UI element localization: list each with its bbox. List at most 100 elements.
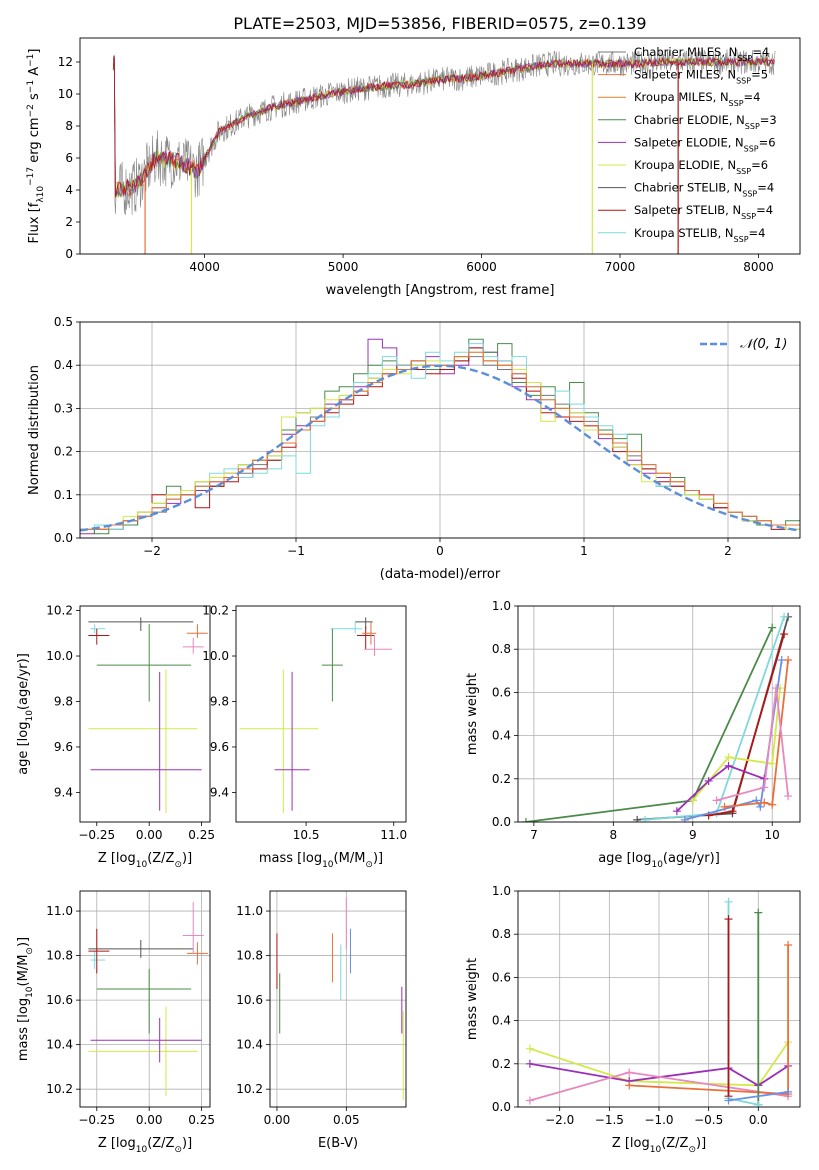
label-part: )] [16, 937, 31, 947]
plus-marker [724, 1096, 733, 1105]
legend-sub: SSP [737, 54, 752, 63]
x-axis-label: E(B-V) [318, 1136, 358, 1151]
y-tick-label: 6 [65, 151, 73, 165]
y-tick-label: 9.8 [210, 694, 229, 708]
plus-marker [784, 656, 793, 664]
plus-marker [525, 1059, 534, 1068]
label-part: −2 [26, 104, 36, 117]
plus-marker [760, 798, 769, 807]
y-axis-label: Flux [fλ10−17 erg cm−2 s−1 A−1] [26, 49, 46, 244]
plus-marker [525, 1096, 534, 1105]
grid-lines [80, 891, 210, 1107]
legend-sub: SSP [741, 212, 756, 221]
y-tick-label: 9.4 [210, 785, 229, 799]
legend-entry: Chabrier MILES, NSSP=4 [634, 45, 769, 63]
normal-curve [80, 364, 800, 532]
y-tick-label: 0.8 [492, 927, 511, 941]
x-tick-label: 0.00 [136, 1113, 163, 1127]
mass-weight-line [525, 627, 774, 822]
legend-label: Kroupa ELODIE, N [634, 158, 736, 172]
y-tick-label: 0.4 [492, 729, 511, 743]
plot-area [80, 338, 800, 535]
plot-area [276, 897, 404, 1101]
figure-title: PLATE=2503, MJD=53856, FIBERID=0575, z=0… [233, 14, 646, 33]
label-part: s [27, 93, 42, 104]
x-tick-label: 11.0 [380, 828, 407, 842]
y-axis-label: mass [log10(M/M⊙)] [16, 937, 35, 1061]
y-tick-label: 0.6 [492, 970, 511, 984]
x-tick-label: −1 [287, 544, 305, 558]
label-part: age [log [598, 851, 651, 866]
y-tick-label: 10.4 [236, 1038, 263, 1052]
label-part: 10 [136, 860, 148, 870]
plus-marker [772, 684, 781, 693]
label-part: Z [log [98, 851, 136, 866]
x-tick-label: 10 [765, 828, 780, 842]
x-axis-label: (data-model)/error [380, 567, 501, 582]
plus-marker [712, 796, 721, 805]
mass-weight-line [529, 1041, 789, 1087]
x-tick-label: −1.5 [595, 1113, 624, 1127]
plus-marker [754, 908, 763, 917]
legend-tail: =4 [757, 181, 774, 195]
legend-tail: =4 [744, 90, 761, 104]
y-tick-label: 9.8 [54, 694, 73, 708]
y-tick-label: 10.2 [202, 604, 229, 618]
label-part: −1 [26, 54, 36, 67]
plus-marker [641, 815, 650, 822]
legend-sub: SSP [734, 234, 749, 243]
legend-sub: SSP [729, 99, 744, 108]
label-part: ⊙ [365, 860, 373, 870]
legend-entry: Chabrier STELIB, NSSP=4 [634, 181, 774, 199]
plus-marker [780, 612, 789, 621]
legend-label: Chabrier STELIB, N [634, 181, 742, 195]
y-tick-label: 10 [58, 87, 73, 101]
y-tick-label: 0.2 [54, 445, 73, 459]
label-part: (age/yr)] [16, 653, 31, 710]
y-tick-label: 10.8 [236, 949, 263, 963]
histogram-step [80, 347, 800, 530]
y-tick-label: 0.4 [54, 358, 73, 372]
y-tick-label: 0.2 [492, 1057, 511, 1071]
legend-label: Chabrier ELODIE, N [634, 113, 745, 127]
x-tick-label: −2 [143, 544, 161, 558]
mass-weight-line [727, 901, 759, 1106]
legend-tail: =4 [756, 203, 773, 217]
x-tick-label: 2 [724, 544, 732, 558]
plus-marker [768, 623, 777, 632]
panel-3: 10.5 11.0 9.4 9.6 9.8 10.0 10.2 mass [log10(M/M… [202, 604, 407, 870]
mass-weight-line [728, 1091, 789, 1102]
label-part: ⊙ [174, 860, 182, 870]
y-axis-label: Normed distribution [27, 365, 42, 495]
legend-sub: SSP [742, 189, 757, 198]
plus-marker [625, 1068, 634, 1077]
plus-marker [728, 807, 737, 816]
panel-7: −2.0 −1.5 −1.0 −0.5 0.0 0.0 0.2 0.4 0.6 0.8 1.0 Z [… [465, 884, 801, 1155]
legend-entry: Chabrier ELODIE, NSSP=3 [634, 113, 777, 131]
plus-marker [784, 941, 793, 949]
y-tick-label: 0.0 [54, 531, 73, 545]
x-tick-label: 0.0 [749, 1113, 768, 1127]
plus-marker [784, 1087, 793, 1096]
y-tick-label: 0.5 [54, 315, 73, 329]
plus-marker [633, 815, 642, 822]
grid-lines [270, 891, 406, 1107]
label-part: ⊙ [174, 1145, 182, 1155]
x-tick-label: 0 [436, 544, 444, 558]
x-tick-label: 7000 [605, 260, 636, 274]
panel-1: −2 −1 0 1 2 0.0 0.1 0.2 0.3 0.4 0.5 (data-model)/er… [27, 315, 801, 582]
plus-marker [724, 897, 733, 906]
x-tick-label: −0.5 [694, 1113, 723, 1127]
x-tick-label: 1 [580, 544, 588, 558]
y-tick-label: 12 [58, 55, 73, 69]
label-part: mass [log [16, 998, 31, 1061]
y-tick-label: 10.6 [236, 993, 263, 1007]
plus-marker [724, 753, 733, 762]
x-tick-label: 5000 [328, 260, 359, 274]
legend-sub: SSP [736, 76, 751, 85]
plus-marker [720, 802, 729, 811]
x-axis-label: age [log10(age/yr)] [598, 851, 720, 870]
x-tick-label: 10.5 [293, 828, 320, 842]
